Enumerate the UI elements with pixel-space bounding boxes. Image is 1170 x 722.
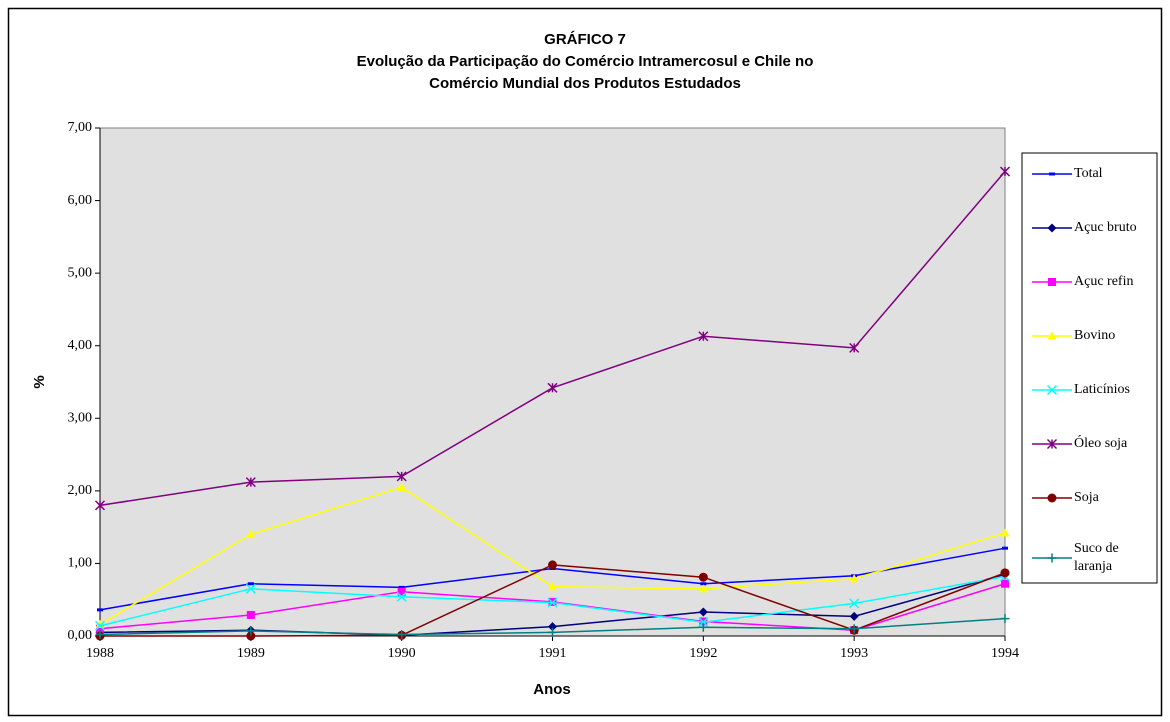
- marker: [396, 471, 407, 482]
- marker: [95, 630, 105, 640]
- marker: [1048, 278, 1056, 286]
- marker: [245, 477, 256, 488]
- marker: [1046, 384, 1058, 396]
- y-tick-label: 3,00: [68, 411, 93, 426]
- marker: [96, 624, 104, 633]
- marker: [246, 610, 255, 619]
- chart-title: Evolução da Participação do Comércio Int…: [357, 53, 814, 70]
- marker: [245, 583, 256, 594]
- marker: [548, 622, 557, 632]
- marker: [94, 500, 106, 511]
- legend-label: Total: [1074, 166, 1103, 181]
- x-tick-label: 1989: [237, 646, 265, 661]
- marker: [547, 382, 558, 393]
- y-axis-label: %: [31, 375, 48, 388]
- x-tick-label: 1988: [86, 646, 114, 661]
- marker: [999, 166, 1011, 177]
- marker: [698, 617, 709, 628]
- marker: [548, 560, 557, 570]
- marker: [1000, 568, 1010, 578]
- x-tick-label: 1994: [991, 646, 1019, 661]
- marker: [397, 587, 406, 596]
- x-axis-label: Anos: [533, 681, 571, 698]
- y-tick-label: 6,00: [68, 193, 93, 208]
- marker: [698, 622, 708, 632]
- marker: [396, 591, 407, 602]
- marker: [548, 627, 557, 637]
- y-tick-label: 2,00: [68, 483, 93, 498]
- marker: [247, 582, 254, 586]
- legend-label: Bovino: [1074, 328, 1116, 343]
- marker: [698, 607, 708, 617]
- marker: [1002, 546, 1008, 550]
- x-tick-label: 1991: [539, 646, 567, 661]
- marker: [1049, 172, 1055, 176]
- marker: [849, 574, 859, 583]
- x-tick-label: 1992: [689, 646, 717, 661]
- marker: [397, 482, 407, 491]
- marker: [1047, 223, 1057, 233]
- y-tick-label: 5,00: [68, 265, 93, 280]
- marker: [849, 342, 860, 353]
- marker: [698, 584, 708, 593]
- marker: [97, 608, 103, 612]
- marker: [1000, 614, 1010, 624]
- legend-label: Soja: [1074, 490, 1099, 505]
- marker: [1001, 579, 1009, 588]
- legend-label: Suco de laranja: [1074, 541, 1119, 574]
- marker: [849, 624, 859, 634]
- y-tick-label: 4,00: [68, 338, 93, 353]
- x-tick-label: 1990: [388, 646, 416, 661]
- marker: [1047, 493, 1057, 503]
- legend-label: Laticínios: [1074, 382, 1130, 397]
- marker: [548, 582, 557, 591]
- marker: [397, 630, 407, 640]
- marker: [698, 572, 708, 582]
- legend-box: [1021, 152, 1158, 584]
- marker: [398, 585, 405, 589]
- x-tick-label: 1993: [840, 646, 868, 661]
- marker: [246, 626, 256, 636]
- plot-area: [99, 127, 1006, 637]
- marker: [94, 620, 106, 631]
- marker: [1000, 528, 1010, 537]
- legend-label: Açuc bruto: [1074, 220, 1137, 235]
- marker: [849, 611, 859, 621]
- marker: [698, 331, 709, 342]
- legend-label: Óleo soja: [1074, 436, 1128, 451]
- chart-title: Comércio Mundial dos Produtos Estudados: [429, 75, 741, 92]
- marker: [1047, 553, 1057, 563]
- marker: [246, 529, 256, 538]
- marker: [547, 597, 558, 608]
- chart-title: GRÁFICO 7: [544, 31, 626, 48]
- marker: [849, 598, 860, 609]
- marker: [1047, 331, 1057, 340]
- y-tick-label: 1,00: [68, 556, 93, 571]
- marker: [700, 582, 707, 586]
- y-tick-label: 7,00: [68, 120, 93, 135]
- marker: [1046, 438, 1058, 450]
- marker: [246, 631, 256, 641]
- y-tick-label: 0,00: [68, 628, 93, 643]
- legend-label: Açuc refin: [1074, 274, 1134, 289]
